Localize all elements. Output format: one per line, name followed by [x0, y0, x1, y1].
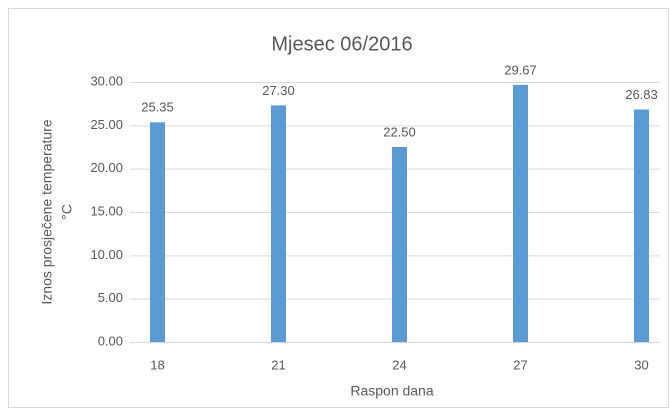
bar [513, 84, 528, 343]
y-axis-label-line: °C [59, 204, 75, 220]
y-tick-label: 25.00 [90, 117, 123, 132]
x-tick-label: 21 [271, 357, 285, 372]
x-tick-label: 24 [392, 357, 406, 372]
data-label: 29.67 [504, 62, 537, 77]
data-label: 22.50 [383, 124, 416, 139]
bar [634, 109, 649, 343]
x-tick-label: 27 [513, 357, 527, 372]
data-label: 26.83 [625, 87, 658, 102]
bar [150, 122, 165, 342]
y-tick-label: 10.00 [90, 247, 123, 262]
data-label: 25.35 [141, 100, 174, 115]
x-tick-label: 30 [634, 357, 648, 372]
y-axis-label: Iznos prosječene temperature °C [39, 119, 75, 304]
y-tick-label: 20.00 [90, 160, 123, 175]
x-axis-label: Raspon dana [350, 383, 434, 399]
x-tick-label: 18 [150, 357, 164, 372]
chart-title: Mjesec 06/2016 [271, 33, 412, 55]
y-axis-label-line: Iznos prosječene temperature [39, 119, 55, 304]
chart-border [8, 8, 669, 408]
y-tick-label: 5.00 [98, 290, 123, 305]
y-tick-label: 15.00 [90, 203, 123, 218]
bar [271, 105, 286, 343]
y-tick-label: 30.00 [90, 73, 123, 88]
data-label: 27.30 [262, 83, 295, 98]
y-tick-label: 0.00 [98, 333, 123, 348]
bar [392, 147, 407, 342]
